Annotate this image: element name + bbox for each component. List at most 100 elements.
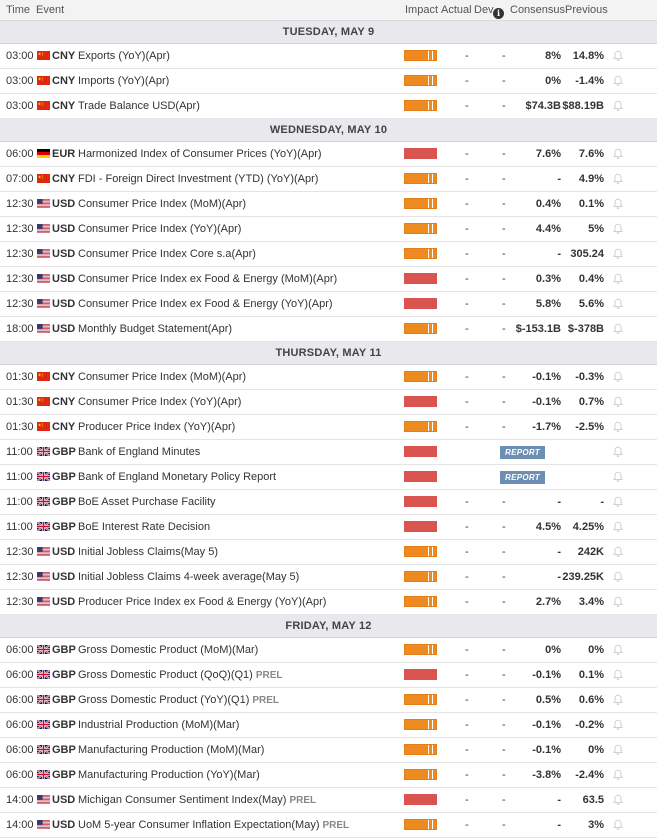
event-name[interactable]: Consumer Price Index (YoY)(Apr): [78, 390, 241, 414]
event-name-text[interactable]: FDI - Foreign Direct Investment (YTD) (Y…: [78, 173, 319, 185]
event-name-text[interactable]: Trade Balance USD(Apr): [78, 100, 200, 112]
event-name[interactable]: BoE Asset Purchase Facility: [78, 490, 216, 514]
bell-icon[interactable]: [612, 669, 624, 681]
bell-icon[interactable]: [612, 819, 624, 831]
event-name[interactable]: Consumer Price Index ex Food & Energy (M…: [78, 267, 337, 291]
bell-icon[interactable]: [612, 371, 624, 383]
event-name[interactable]: FDI - Foreign Direct Investment (YTD) (Y…: [78, 167, 318, 191]
bell-icon[interactable]: [612, 546, 624, 558]
event-name[interactable]: Industrial Production (MoM)(Mar): [78, 713, 239, 737]
header-time[interactable]: Time: [6, 4, 31, 16]
event-name-text[interactable]: Bank of England Minutes: [78, 446, 201, 458]
bell-icon[interactable]: [612, 719, 624, 731]
event-name-text[interactable]: Consumer Price Index ex Food & Energy (M…: [78, 273, 338, 285]
event-name-text[interactable]: Harmonized Index of Consumer Prices (YoY…: [78, 148, 322, 160]
table-row[interactable]: 06:00 GBP Manufacturing Production (YoY)(M…: [0, 763, 657, 788]
bell-icon[interactable]: [612, 596, 624, 608]
table-row[interactable]: 12:30 USD Consumer Price Index (MoM)(Apr) -…: [0, 192, 657, 217]
event-name[interactable]: Bank of England Minutes: [78, 440, 200, 464]
bell-icon[interactable]: [612, 298, 624, 310]
event-name[interactable]: Michigan Consumer Sentiment Index(May) PR…: [78, 788, 316, 813]
table-row[interactable]: 14:00 USD Michigan Consumer Sentiment Inde…: [0, 788, 657, 813]
event-name[interactable]: Consumer Price Index (MoM)(Apr): [78, 365, 246, 389]
bell-icon[interactable]: [612, 75, 624, 87]
table-row[interactable]: 06:00 GBP Manufacturing Production (MoM)(M…: [0, 738, 657, 763]
table-row[interactable]: 12:30 USD Initial Jobless Claims(May 5) - - -…: [0, 540, 657, 565]
bell-icon[interactable]: [612, 571, 624, 583]
table-row[interactable]: 06:00 GBP Gross Domestic Product (YoY)(Q1)…: [0, 688, 657, 713]
bell-icon[interactable]: [612, 471, 624, 483]
table-row[interactable]: 11:00 GBP BoE Interest Rate Decision - - 4.5%…: [0, 515, 657, 540]
event-name-text[interactable]: Industrial Production (MoM)(Mar): [78, 719, 240, 731]
bell-icon[interactable]: [612, 148, 624, 160]
bell-icon[interactable]: [612, 273, 624, 285]
table-row[interactable]: 11:00 GBP Bank of England Monetary Policy …: [0, 465, 657, 490]
event-name[interactable]: Initial Jobless Claims(May 5): [78, 540, 218, 564]
bell-icon[interactable]: [612, 323, 624, 335]
event-name-text[interactable]: Consumer Price Index (MoM)(Apr): [78, 198, 247, 210]
event-name[interactable]: Consumer Price Index (YoY)(Apr): [78, 217, 241, 241]
event-name[interactable]: Harmonized Index of Consumer Prices (YoY…: [78, 142, 322, 166]
event-name-text[interactable]: Consumer Price Index (YoY)(Apr): [78, 396, 242, 408]
table-row[interactable]: 07:00 CNY FDI - Foreign Direct Investment …: [0, 167, 657, 192]
table-row[interactable]: 12:30 USD Consumer Price Index Core s.a(Ap…: [0, 242, 657, 267]
event-name-text[interactable]: Michigan Consumer Sentiment Index(May): [78, 794, 287, 806]
header-previous[interactable]: Previous: [565, 4, 608, 16]
header-actual[interactable]: Actual: [441, 4, 472, 16]
event-name-text[interactable]: Imports (YoY)(Apr): [78, 75, 170, 87]
bell-icon[interactable]: [612, 769, 624, 781]
table-row[interactable]: 12:30 USD Consumer Price Index (YoY)(Apr) -…: [0, 217, 657, 242]
event-name-text[interactable]: Producer Price Index (YoY)(Apr): [78, 421, 236, 433]
event-name[interactable]: Exports (YoY)(Apr): [78, 44, 170, 68]
report-button[interactable]: REPORT: [500, 471, 545, 484]
bell-icon[interactable]: [612, 421, 624, 433]
bell-icon[interactable]: [612, 644, 624, 656]
event-name[interactable]: Gross Domestic Product (MoM)(Mar): [78, 638, 258, 662]
table-row[interactable]: 12:30 USD Consumer Price Index ex Food & E…: [0, 267, 657, 292]
table-row[interactable]: 01:30 CNY Consumer Price Index (MoM)(Apr) -…: [0, 365, 657, 390]
event-name-text[interactable]: Consumer Price Index (YoY)(Apr): [78, 223, 242, 235]
table-row[interactable]: 12:30 USD Producer Price Index ex Food & E…: [0, 590, 657, 615]
event-name[interactable]: Consumer Price Index (MoM)(Apr): [78, 192, 246, 216]
event-name-text[interactable]: BoE Interest Rate Decision: [78, 521, 211, 533]
event-name[interactable]: BoE Interest Rate Decision: [78, 515, 210, 539]
bell-icon[interactable]: [612, 694, 624, 706]
event-name-text[interactable]: Bank of England Monetary Policy Report: [78, 471, 277, 483]
event-name-text[interactable]: Consumer Price Index ex Food & Energy (Y…: [78, 298, 333, 310]
event-name[interactable]: Manufacturing Production (YoY)(Mar): [78, 763, 260, 787]
table-row[interactable]: 06:00 GBP Gross Domestic Product (MoM)(Mar…: [0, 638, 657, 663]
event-name[interactable]: Consumer Price Index ex Food & Energy (Y…: [78, 292, 333, 316]
event-name-text[interactable]: Monthly Budget Statement(Apr): [78, 323, 233, 335]
header-event[interactable]: Event: [36, 4, 65, 16]
event-name[interactable]: Producer Price Index ex Food & Energy (Y…: [78, 590, 326, 614]
bell-icon[interactable]: [612, 173, 624, 185]
table-row[interactable]: 11:00 GBP BoE Asset Purchase Facility - - - -: [0, 490, 657, 515]
event-name-text[interactable]: Initial Jobless Claims(May 5): [78, 546, 218, 558]
event-name-text[interactable]: Exports (YoY)(Apr): [78, 50, 170, 62]
event-name[interactable]: Bank of England Monetary Policy Report: [78, 465, 276, 489]
bell-icon[interactable]: [612, 794, 624, 806]
table-row[interactable]: 12:30 USD Initial Jobless Claims 4-week av…: [0, 565, 657, 590]
event-name[interactable]: Imports (YoY)(Apr): [78, 69, 169, 93]
event-name[interactable]: Manufacturing Production (MoM)(Mar): [78, 738, 264, 762]
bell-icon[interactable]: [612, 248, 624, 260]
event-name-text[interactable]: Initial Jobless Claims 4-week average(Ma…: [78, 571, 300, 583]
event-name-text[interactable]: BoE Asset Purchase Facility: [78, 496, 216, 508]
report-button[interactable]: REPORT: [500, 446, 545, 459]
table-row[interactable]: 03:00 CNY Exports (YoY)(Apr) - - 8% 14.8%: [0, 44, 657, 69]
table-row[interactable]: 06:00 EUR Harmonized Index of Consumer Pri…: [0, 142, 657, 167]
bell-icon[interactable]: [612, 396, 624, 408]
event-name-text[interactable]: Consumer Price Index (MoM)(Apr): [78, 371, 247, 383]
event-name-text[interactable]: Gross Domestic Product (QoQ)(Q1): [78, 669, 253, 681]
table-row[interactable]: 03:00 CNY Imports (YoY)(Apr) - - 0% -1.4%: [0, 69, 657, 94]
header-dev[interactable]: Dev: [474, 4, 494, 16]
bell-icon[interactable]: [612, 100, 624, 112]
table-row[interactable]: 01:30 CNY Consumer Price Index (YoY)(Apr) -…: [0, 390, 657, 415]
table-row[interactable]: 03:00 CNY Trade Balance USD(Apr) - - $74.3B $8…: [0, 94, 657, 119]
event-name[interactable]: Producer Price Index (YoY)(Apr): [78, 415, 235, 439]
event-name[interactable]: Gross Domestic Product (YoY)(Q1) PREL: [78, 688, 279, 713]
bell-icon[interactable]: [612, 496, 624, 508]
event-name-text[interactable]: Gross Domestic Product (MoM)(Mar): [78, 644, 259, 656]
event-name-text[interactable]: Consumer Price Index Core s.a(Apr): [78, 248, 256, 260]
event-name[interactable]: Initial Jobless Claims 4-week average(Ma…: [78, 565, 299, 589]
